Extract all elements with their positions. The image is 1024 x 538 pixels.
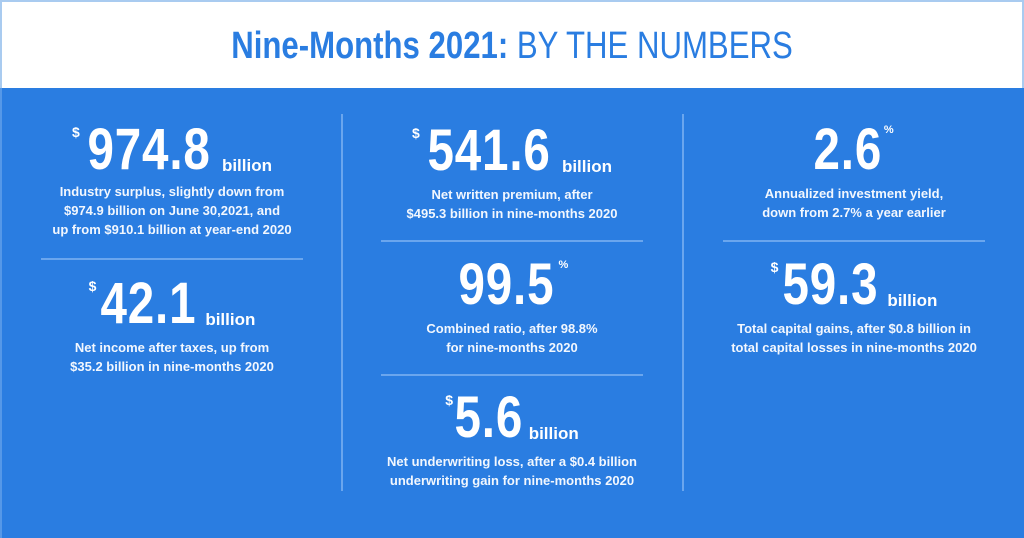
currency-symbol: $ (72, 124, 80, 140)
row-divider-middle-1 (381, 240, 643, 242)
page-title: Nine-Months 2021: BY THE NUMBERS (94, 24, 930, 68)
stat-industry-surplus: $ 974.8 billion Industry surplus, slight… (22, 117, 322, 239)
stat-description: Combined ratio, after 98.8% for nine-mon… (426, 321, 598, 355)
percent-symbol: % (883, 124, 894, 136)
stat-net-income: $ 42.1 billion Net income after taxes, u… (22, 271, 322, 376)
stat-investment-yield: 2.6 % Annualized investment yield, down … (704, 117, 1004, 222)
stats-panel (0, 88, 1024, 538)
row-divider-left (41, 258, 303, 260)
header: Nine-Months 2021: BY THE NUMBERS (0, 0, 1024, 88)
stat-unit: billion (561, 157, 612, 176)
currency-symbol: $ (445, 392, 454, 408)
percent-symbol: % (558, 259, 569, 271)
stat-net-written-premium: $ 541.6 billion Net written premium, aft… (362, 118, 662, 223)
stat-description: Annualized investment yield, down from 2… (762, 186, 946, 220)
currency-symbol: $ (770, 259, 779, 275)
stat-unit: billion (528, 424, 579, 443)
row-divider-right (723, 240, 985, 242)
stat-value: 59.3 (782, 252, 879, 317)
currency-symbol: $ (412, 125, 420, 141)
stat-description: Total capital gains, after $0.8 billion … (731, 321, 977, 355)
stat-description: Net income after taxes, up from $35.2 bi… (70, 340, 274, 374)
title-bold: Nine-Months 2021: (231, 25, 509, 67)
currency-symbol: $ (88, 278, 97, 294)
stat-unit: billion (887, 291, 938, 310)
stat-description: Industry surplus, slightly down from $97… (52, 184, 292, 237)
stat-capital-gains: $ 59.3 billion Total capital gains, afte… (704, 252, 1004, 357)
stat-unit: billion (205, 310, 256, 329)
stat-value: 974.8 (87, 117, 211, 182)
stat-value: 5.6 (454, 385, 524, 450)
column-divider-right (682, 114, 684, 491)
stat-value: 99.5 (458, 252, 555, 317)
stat-value: 541.6 (427, 118, 551, 183)
stat-description: Net underwriting loss, after a $0.4 bill… (387, 454, 637, 488)
row-divider-middle-2 (381, 374, 643, 376)
stat-underwriting-loss: $ 5.6 billion Net underwriting loss, aft… (362, 385, 662, 490)
stat-description: Net written premium, after $495.3 billio… (406, 187, 618, 221)
stat-combined-ratio: 99.5 % Combined ratio, after 98.8% for n… (362, 252, 662, 357)
stat-unit: billion (221, 156, 272, 175)
column-divider-left (341, 114, 343, 491)
stat-value: 42.1 (100, 271, 197, 336)
title-light: BY THE NUMBERS (516, 25, 793, 67)
stat-value: 2.6 (813, 117, 883, 182)
